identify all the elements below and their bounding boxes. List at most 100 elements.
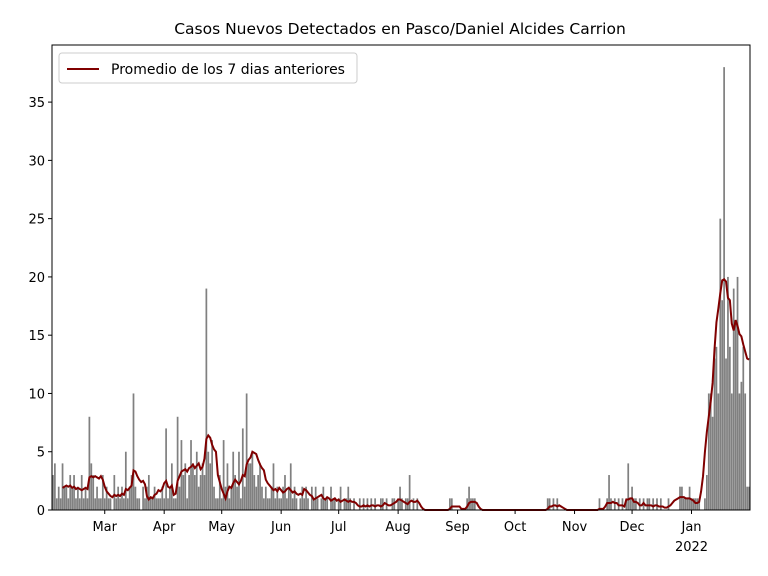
bar [449,498,451,510]
bar [556,498,559,510]
bar [686,498,689,510]
bar [151,498,154,510]
bar [138,498,141,510]
bar [149,498,152,510]
bar [374,498,376,510]
bar [713,358,716,510]
bar [310,486,313,510]
bar [744,393,747,510]
bar [704,498,706,510]
bar [261,486,263,510]
bar [692,498,695,510]
bar [613,498,616,510]
bar [270,486,273,510]
bar [332,498,334,510]
bar [199,475,202,510]
bar [736,276,739,510]
bar [621,498,624,510]
bar [134,486,137,510]
bar [690,498,693,510]
bar [725,358,727,510]
bar [240,498,242,510]
bar [180,440,183,510]
bar [707,393,710,510]
bar [103,498,106,510]
bar [217,498,219,510]
y-tick-label: 20 [28,271,45,286]
bar [157,498,160,510]
bar [82,498,85,510]
bar [353,498,355,510]
y-tick-label: 10 [28,387,45,402]
bar [63,486,66,510]
bar [732,288,735,510]
bar [67,498,70,510]
bar [324,498,327,510]
bar [203,475,206,510]
bar [207,451,210,510]
bar [656,498,658,510]
bar [211,440,213,510]
bar [412,498,415,510]
y-tick-label: 35 [28,96,45,111]
bar [303,498,306,510]
bar [397,498,399,510]
bar [694,498,697,510]
bar [740,381,743,510]
bar [729,346,731,510]
bar [213,486,215,510]
bar [94,498,97,510]
bar [305,486,307,510]
bar [182,475,185,510]
bar [73,475,75,510]
bar [247,463,250,510]
bar [90,463,93,510]
bar [648,498,651,510]
bar [172,498,175,510]
bar [142,486,144,510]
bar [105,486,108,510]
x-tick-label: Mar [92,520,117,535]
bar [186,498,189,510]
bar [124,451,127,510]
bar [627,463,630,510]
bar [184,463,187,510]
bar [466,498,469,510]
bar [121,486,123,510]
bar [136,498,139,510]
bar [264,486,267,510]
bar [69,475,72,510]
bar [174,498,177,510]
x-tick-label: Jun [270,520,291,535]
bar [711,416,714,510]
bar [399,486,401,510]
bar [366,498,369,510]
bar [255,486,258,510]
bar [266,498,269,510]
bar [719,218,722,511]
bar [109,498,112,510]
bar [218,475,221,510]
bar [546,498,549,510]
x-tick-label: May [208,520,235,535]
bar [195,451,198,510]
legend [58,52,358,84]
bar [408,475,411,510]
bar [635,498,637,510]
bar [272,463,275,510]
bar [301,486,304,510]
bar [343,498,346,510]
bar [59,498,62,510]
bar [249,463,252,510]
bar [130,475,133,510]
bar [401,498,403,510]
bar [115,498,118,510]
bar [57,486,60,510]
bar [312,498,315,510]
bar [54,463,56,510]
bar [123,498,125,510]
bar [263,498,265,510]
bar [226,463,229,510]
bar [178,486,181,510]
bar [190,440,192,510]
